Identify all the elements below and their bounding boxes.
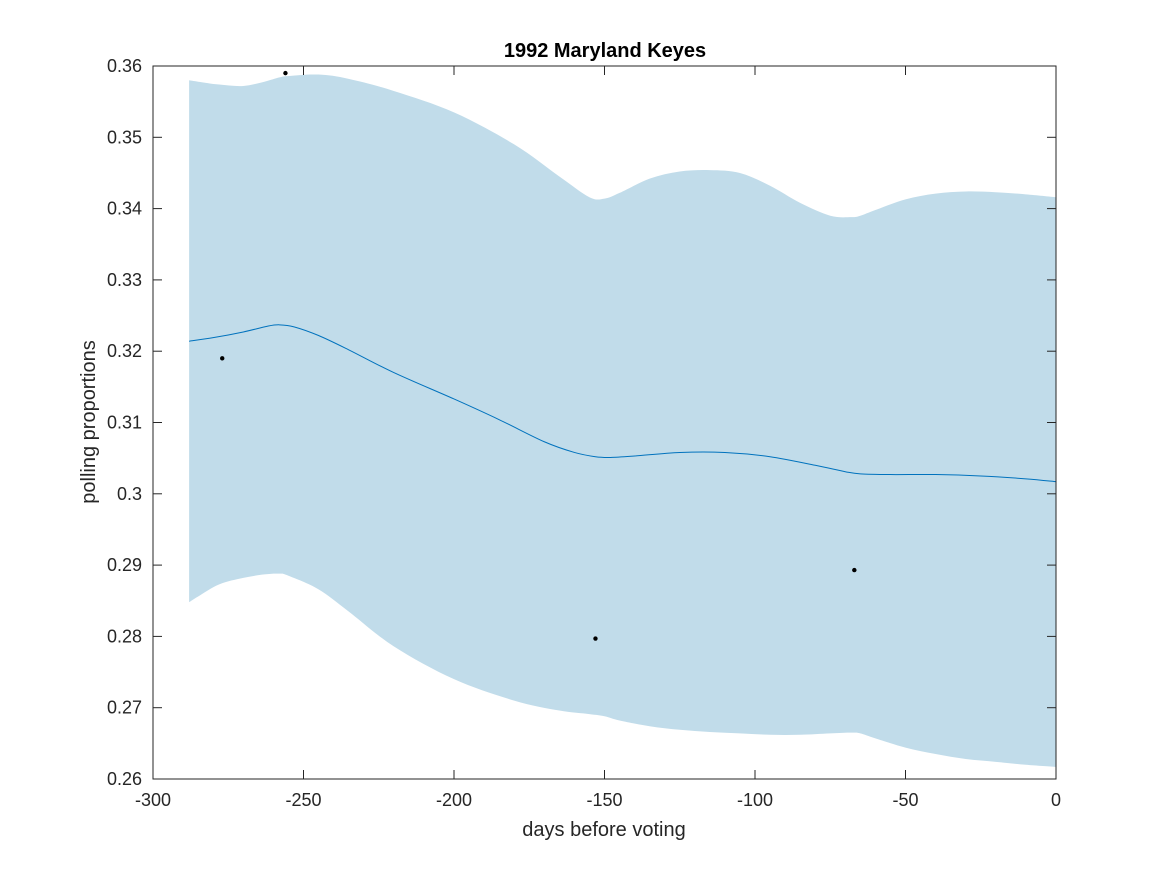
- x-tick-label: -150: [586, 790, 622, 810]
- y-tick-label: 0.27: [107, 698, 142, 718]
- y-tick-label: 0.36: [107, 56, 142, 76]
- confidence-band: [189, 74, 1056, 767]
- poll-point: [283, 70, 288, 76]
- y-tick-label: 0.3: [117, 484, 142, 504]
- x-tick-label: -100: [737, 790, 773, 810]
- y-tick-label: 0.28: [107, 626, 142, 646]
- y-tick-label: 0.34: [107, 199, 142, 219]
- poll-point: [852, 567, 857, 573]
- x-tick-label: -250: [285, 790, 321, 810]
- ticks-layer: -300 -250 -200 -150 -100 -50 0 0.26 0.27 0.28 0.29…: [107, 56, 1061, 810]
- x-tick-label: 0: [1051, 790, 1061, 810]
- chart-title: 1992 Maryland Keyes: [504, 40, 706, 62]
- poll-point: [220, 356, 225, 361]
- x-tick-label: -200: [436, 790, 472, 810]
- poll-points-layer: [220, 70, 857, 641]
- mean-line-layer: [189, 324, 1057, 483]
- y-tick-label: 0.33: [107, 270, 142, 290]
- y-tick-label: 0.26: [107, 769, 142, 789]
- y-axis-label: polling proportions: [78, 340, 100, 503]
- mean-line: [189, 324, 1057, 483]
- poll-point: [593, 636, 598, 641]
- x-tick-label: -50: [892, 790, 918, 810]
- y-tick-label: 0.32: [107, 341, 142, 361]
- y-tick-label: 0.29: [107, 555, 142, 575]
- y-tick-label: 0.31: [107, 413, 142, 433]
- confidence-band-layer: [189, 74, 1056, 767]
- x-tick-label: -300: [135, 790, 171, 810]
- y-tick-label: 0.35: [107, 127, 142, 147]
- x-axis-label: days before voting: [522, 819, 685, 841]
